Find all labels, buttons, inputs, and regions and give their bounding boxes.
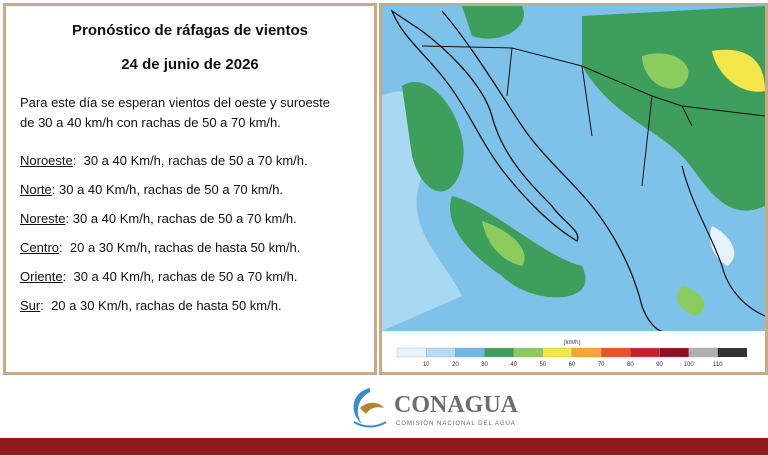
legend-label: 110 <box>713 362 723 368</box>
region-detail: : 20 a 30 Km/h, rachas de hasta 50 km/h. <box>40 298 282 313</box>
coastline <box>390 9 579 242</box>
legend-label: 10 <box>423 362 430 368</box>
footer-bar <box>0 438 768 455</box>
legend-label: 90 <box>656 362 663 368</box>
map-area <box>710 226 735 266</box>
legend-label: 20 <box>452 362 459 368</box>
legend-swatch <box>601 347 631 358</box>
legend-label: 100 <box>684 362 695 368</box>
map-area <box>402 82 464 192</box>
coastline <box>441 10 663 332</box>
legend-swatch <box>542 347 573 358</box>
border <box>421 45 766 187</box>
logo: CONAGUA COMISIÓN NACIONAL DEL AGUA <box>353 388 519 428</box>
region-name: Oriente <box>20 269 63 284</box>
brand: CONAGUA <box>394 392 519 418</box>
legend-label: 40 <box>510 362 517 368</box>
region-name: Noreste <box>20 211 66 226</box>
legend-swatch <box>484 347 514 358</box>
region-detail: : 30 a 40 Km/h, rachas de 50 a 70 km/h. <box>51 182 284 197</box>
region-name: Sur <box>20 298 41 313</box>
summary-line: de 30 a 40 km/h con rachas de 50 a 70 km… <box>20 115 281 130</box>
region-name: Noroeste <box>20 153 73 168</box>
summary-line: Para este día se esperan vientos del oes… <box>20 95 331 110</box>
region-line: Norte: 30 a 40 Km/h, rachas de 50 a 70 k… <box>20 182 283 197</box>
region-line: Noreste: 30 a 40 Km/h, rachas de 50 a 70… <box>20 211 297 226</box>
legend-swatch <box>630 347 660 358</box>
legend-unit: (km/h) <box>564 340 581 346</box>
text-panel: Pronóstico de ráfagas de vientos 24 de j… <box>3 3 377 375</box>
region-line: Oriente: 30 a 40 Km/h, rachas de 50 a 70… <box>20 269 298 284</box>
legend-swatch <box>571 347 602 358</box>
map-area <box>677 286 705 316</box>
region-detail: : 30 a 40 Km/h, rachas de 50 a 70 km/h. <box>62 269 298 284</box>
map-area <box>482 221 525 266</box>
map-area <box>462 6 524 39</box>
wind-map: (km/h) 10 20 30 40 50 60 70 80 90 100 110 <box>382 6 766 372</box>
legend-swatch <box>688 347 718 358</box>
map-area <box>382 91 462 331</box>
map-area <box>642 53 689 89</box>
date: 24 de junio de 2026 <box>121 56 259 73</box>
legend-label: 70 <box>598 362 605 368</box>
legend-swatch <box>659 347 689 358</box>
title: Pronóstico de ráfagas de vientos <box>72 22 308 39</box>
logo-wave <box>353 421 387 428</box>
region-line: Centro: 20 a 30 Km/h, rachas de hasta 50… <box>20 240 300 255</box>
coastline <box>681 165 766 317</box>
legend-swatch <box>426 347 456 358</box>
legend-swatch <box>455 347 485 358</box>
region-line: Noroeste: 30 a 40 Km/h, rachas de 50 a 7… <box>20 153 308 168</box>
legend-label: 30 <box>481 362 488 368</box>
legend-swatch <box>513 347 543 358</box>
region-detail: : 20 a 30 Km/h, rachas de hasta 50 km/h. <box>59 240 301 255</box>
legend-label: 80 <box>627 362 634 368</box>
legend-swatch <box>396 347 427 358</box>
legend: (km/h) 10 20 30 40 50 60 70 80 90 100 110 <box>382 331 765 372</box>
legend-label: 60 <box>569 362 576 368</box>
legend-swatch <box>717 348 747 357</box>
region-name: Norte <box>20 182 52 197</box>
brand-subtitle: COMISIÓN NACIONAL DEL AGUA <box>396 420 516 427</box>
legend-label: 50 <box>539 362 546 368</box>
region-line: Sur: 20 a 30 Km/h, rachas de hasta 50 km… <box>20 298 282 313</box>
region-name: Centro <box>20 240 60 255</box>
map-panel: (km/h) 10 20 30 40 50 60 70 80 90 100 110 <box>379 3 768 375</box>
map-area <box>712 49 765 92</box>
logo-mark <box>360 402 384 414</box>
logo-drop <box>353 388 370 424</box>
region-detail: : 30 a 40 Km/h, rachas de 50 a 70 km/h. <box>65 211 297 226</box>
region-detail: : 30 a 40 Km/h, rachas de 50 a 70 km/h. <box>72 153 308 168</box>
